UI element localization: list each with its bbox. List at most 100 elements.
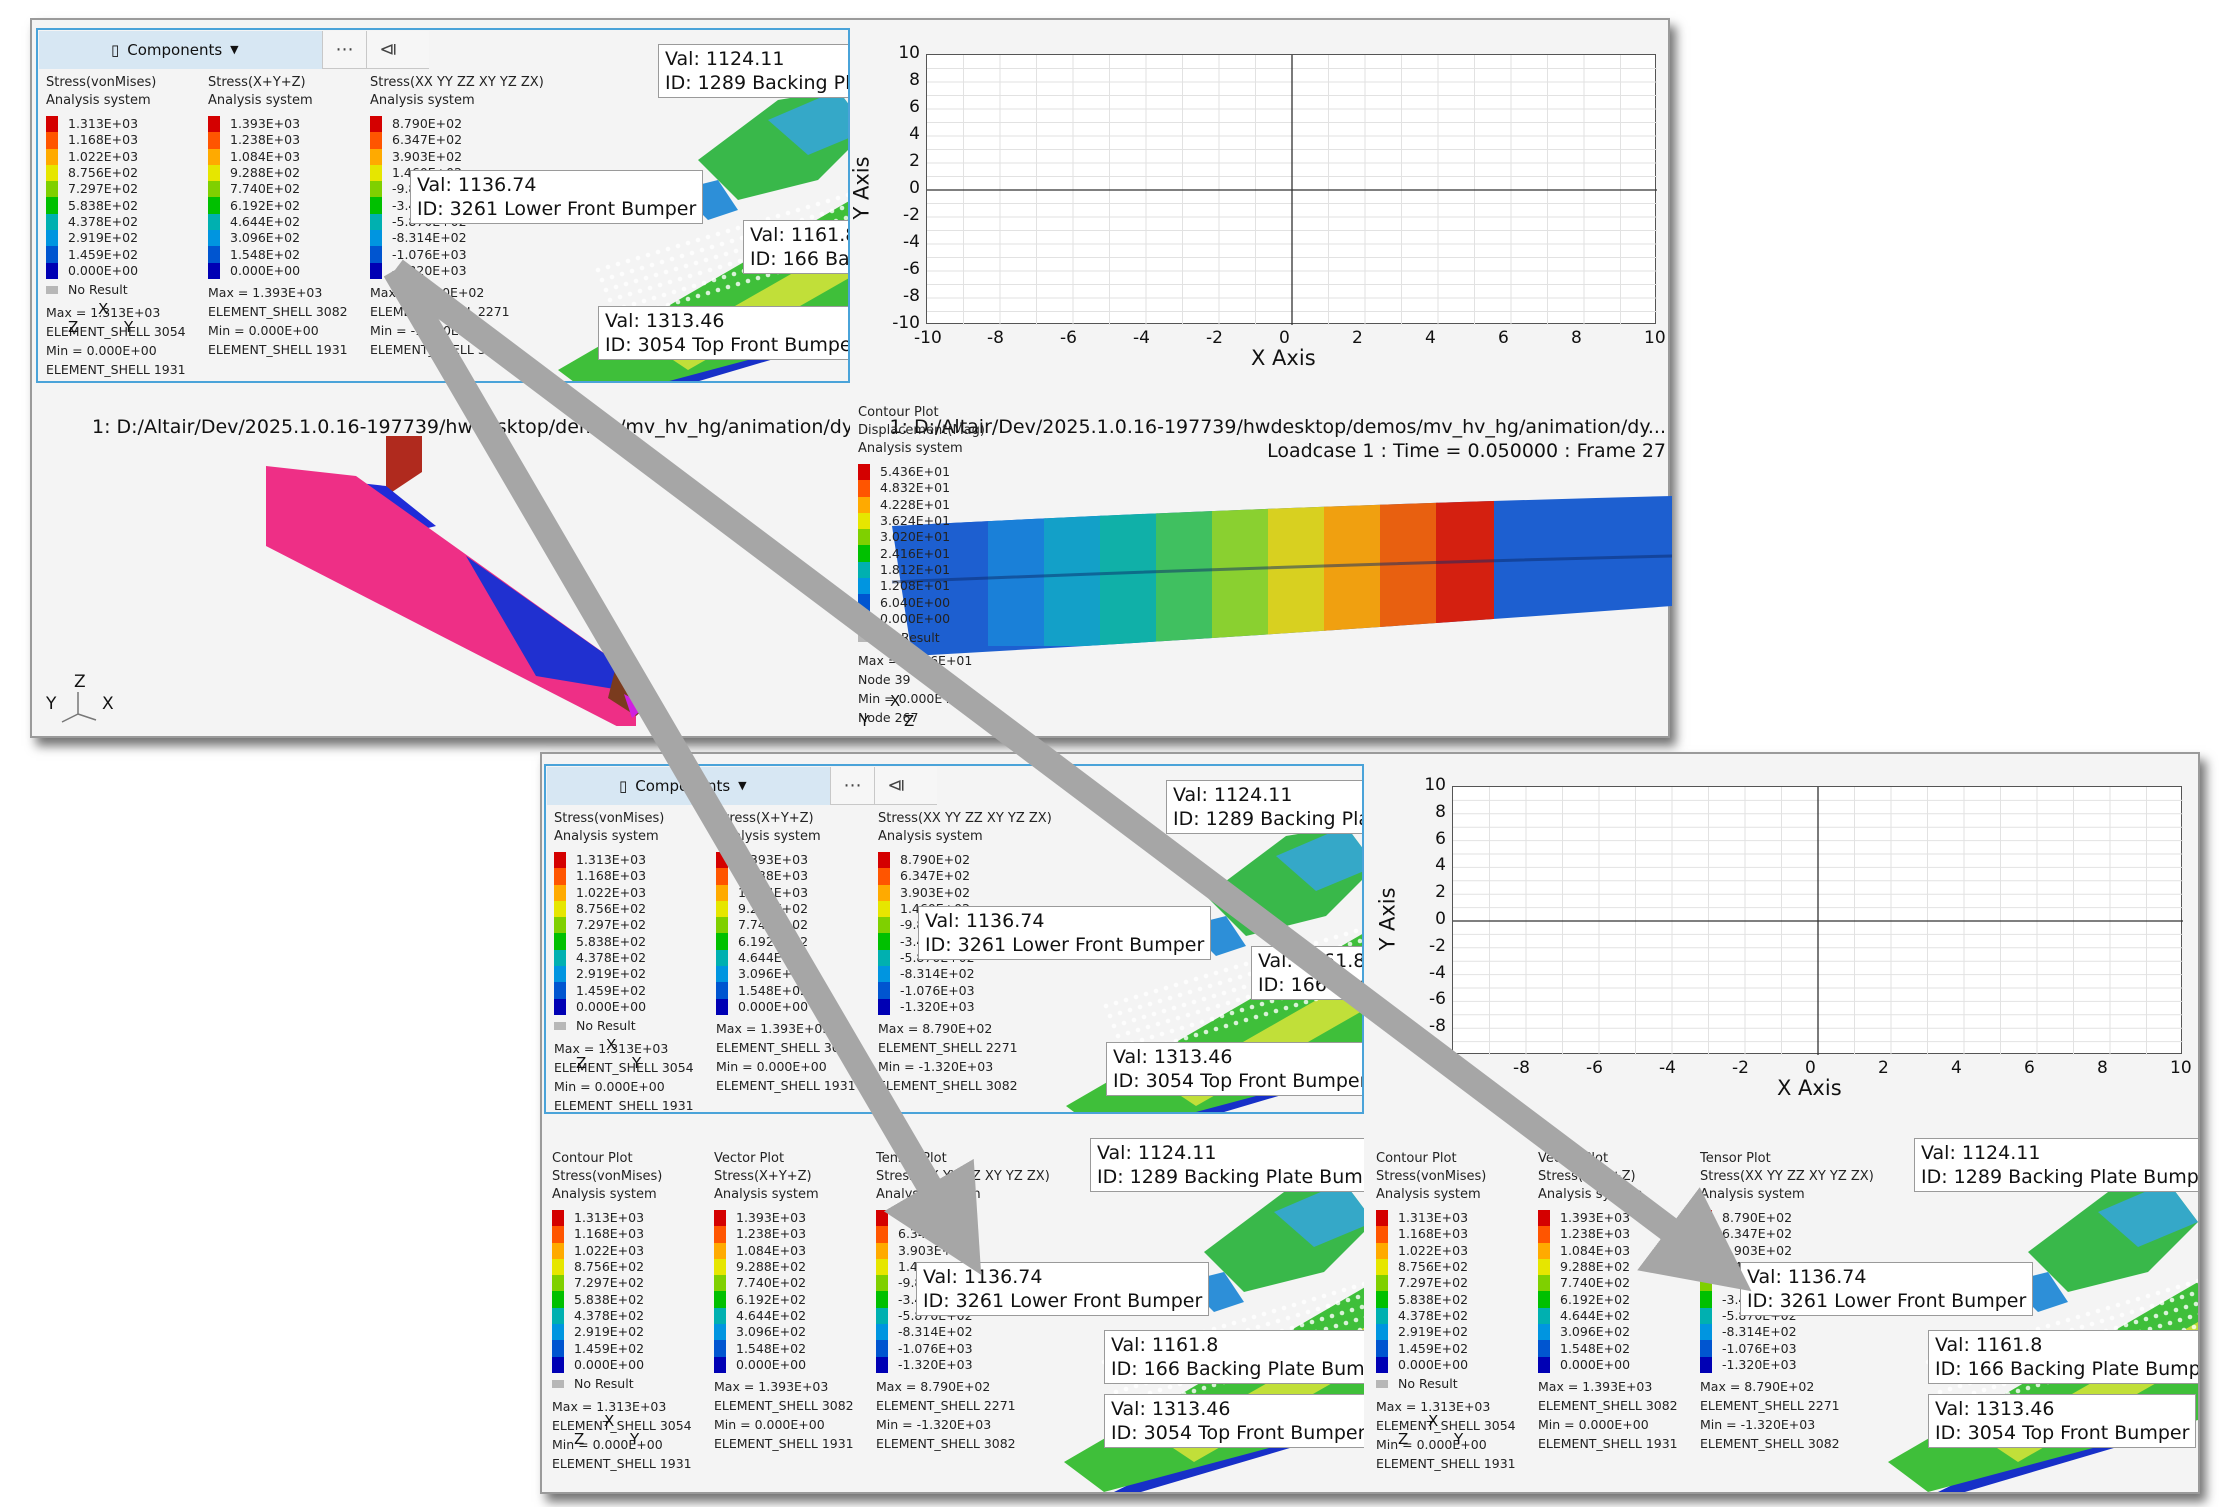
legend-swatch [208,116,220,133]
x-tick-label: 6 [1498,328,1509,348]
legend-entry: 3.903E+02 [1700,1242,1874,1259]
viewport-xy-plot[interactable]: -10 -8 -6 -4 -2 0 2 4 6 8 10 10 8 6 4 2 0 -2 -4 -6 -8 -10 X Ax… [852,28,1672,383]
probe-note[interactable]: Val: 1313.46 ID: 3054 Top Front Bumper [1928,1394,2197,1448]
legend-swatch [552,1307,564,1325]
vector-legend: Stress(X+Y+Z) Analysis system 1.393E+03 1.2… [208,75,348,357]
legend-result: Stress(XX YY ZZ XY YZ ZX) [876,1169,1050,1184]
legend-swatch [876,1356,888,1373]
components-dropdown[interactable]: ▯ Components ▼ [39,30,322,69]
legend-no-result: No Result [552,1375,692,1393]
legend-swatch [370,132,382,149]
viewport-model[interactable]: 1: D:/Altair/Dev/2025.1.0.16-197739/hwde… [36,386,850,736]
legend-swatch [878,982,890,999]
collapse-button[interactable]: ⧏ [366,30,410,69]
legend-result: Stress(vonMises) [46,75,157,90]
legend-swatch [554,900,566,918]
legend-entry: 4.644E+02 [208,213,348,231]
legend-result: Stress(vonMises) [1376,1169,1487,1184]
legend-swatch [552,1242,564,1259]
legend-swatch [370,246,382,263]
xy-graph[interactable]: -10 -8 -6 -4 -2 0 2 4 6 8 10 10 8 6 4 2 0 -2 -4 -6 -8 -10 X Ax… [1368,764,2198,1114]
y-tick-label: 2 [1435,882,1446,903]
legend-swatch [1376,1291,1388,1308]
legend-max: Max = 8.790E+02 [370,284,485,300]
x-tick-label: -6 [1060,328,1077,348]
legend-swatch [714,1226,726,1243]
legend-swatch [1376,1275,1388,1292]
legend-entry: 2.919E+02 [1376,1324,1516,1341]
x-tick-label: 4 [1425,328,1436,348]
legend-entry: 8.756E+02 [1376,1258,1516,1276]
legend-entry: 1.548E+02 [208,246,348,263]
legend-swatch [370,164,382,182]
viewport-legends[interactable]: Contour Plot Stress(vonMises) Analysis sys… [1368,1122,2198,1492]
x-tick-label: 2 [1352,328,1363,348]
components-dropdown[interactable]: ▯ Components ▼ [547,766,830,805]
legend-title: Tensor Plot [1700,1151,1771,1166]
legend-swatch [878,917,890,934]
legend-entry: 5.838E+02 [554,933,694,950]
y-tick-label: 8 [909,70,920,90]
legend-entry: 6.192E+02 [716,933,856,950]
legend-swatch [716,982,728,999]
vector-legend: Stress(X+Y+Z) Analysis system 1.393E+03 1.2… [716,811,856,1093]
chevron-down-icon: ▼ [230,43,239,56]
legend-entry: 0.000E+00 [46,262,186,279]
probe-note[interactable]: Val: 1161.8ID: 166 Backing Plate Bumper [1251,946,1362,1000]
more-menu-button[interactable]: ⋯ [830,766,874,805]
legend-entry: 3.096E+02 [716,966,856,983]
legend-entry: 1.168E+03 [552,1226,692,1243]
legend-min: Min = 0.000E+00 [552,1436,663,1452]
probe-note[interactable]: Val: 1161.8ID: 166 Backing Plate Bumper [743,220,848,274]
legend-entry: 6.347E+02 [1700,1226,1874,1243]
xy-graph[interactable]: -10 -8 -6 -4 -2 0 2 4 6 8 10 10 8 6 4 2 0 -2 -4 -6 -8 -10 X Ax… [852,28,1672,383]
plot-area[interactable] [926,54,1657,325]
legend-entry: 6.040E+00 [858,594,985,611]
plot-area[interactable] [1452,786,2183,1055]
legend-entry: 8.756E+02 [554,900,694,918]
legend-swatch [1538,1258,1550,1276]
legend-swatch [878,933,890,950]
chevron-down-icon: ▼ [738,779,747,792]
y-tick-label: -4 [1429,962,1446,983]
probe-note[interactable]: Val: 1136.74 ID: 3261 Lower Front Bumper [916,1262,1210,1316]
legend-entry: 8.756E+02 [552,1258,692,1276]
legend-swatch [1700,1307,1712,1325]
legend-swatch [554,868,566,885]
legend-swatch [1538,1324,1550,1341]
legend-entry: 1.238E+03 [208,132,348,149]
legend-entry: 1.548E+02 [714,1340,854,1357]
viewport-xy-plot[interactable]: -10 -8 -6 -4 -2 0 2 4 6 8 10 10 8 6 4 2 0 -2 -4 -6 -8 -10 X Ax… [1368,764,2198,1114]
legend-result: Stress(X+Y+Z) [714,1169,812,1184]
viewport-legends[interactable]: Contour Plot Stress(vonMises) Analysis sys… [544,1122,1364,1492]
viewport-legends[interactable]: Stress(vonMises) Analysis system 1.313E+03… [36,28,850,383]
legend-swatch [714,1242,726,1259]
probe-note[interactable]: Val: 1313.46 ID: 3054 Top Front Bumper [1104,1394,1364,1448]
probe-note[interactable]: Val: 1313.46 ID: 3054 Top Front Bumper [598,306,848,360]
probe-note[interactable]: Val: 1136.74 ID: 3261 Lower Front Bumper [1740,1262,2034,1316]
legend-swatch [1700,1356,1712,1373]
probe-note[interactable]: Val: 1136.74 ID: 3261 Lower Front Bumper [918,906,1212,960]
collapse-button[interactable]: ⧏ [874,766,918,805]
more-menu-button[interactable]: ⋯ [322,30,366,69]
probe-note[interactable]: Val: 1313.46 ID: 3054 Top Front Bumper [1106,1042,1362,1096]
legend-swatch [46,213,58,231]
x-tick-label: -2 [1206,328,1223,348]
y-tick-label: 6 [909,97,920,117]
viewport-displacement[interactable]: 1: D:/Altair/Dev/2025.1.0.16-197739/hwde… [852,386,1672,736]
legend-entry: 5.436E+01 [858,464,985,481]
legend-swatch [876,1307,888,1325]
probe-note[interactable]: Val: 1161.8ID: 166 Backing Plate Bumper [1104,1330,1364,1384]
x-tick-label: -4 [1133,328,1150,348]
legend-swatch [714,1291,726,1308]
probe-note[interactable]: Val: 1136.74 ID: 3261 Lower Front Bumper [410,170,704,224]
legend-swatch [1700,1226,1712,1243]
viewport-legends[interactable]: Stress(vonMises) Analysis system 1.313E+03… [544,764,1364,1114]
legend-swatch [552,1210,564,1227]
legend-swatch [716,884,728,901]
